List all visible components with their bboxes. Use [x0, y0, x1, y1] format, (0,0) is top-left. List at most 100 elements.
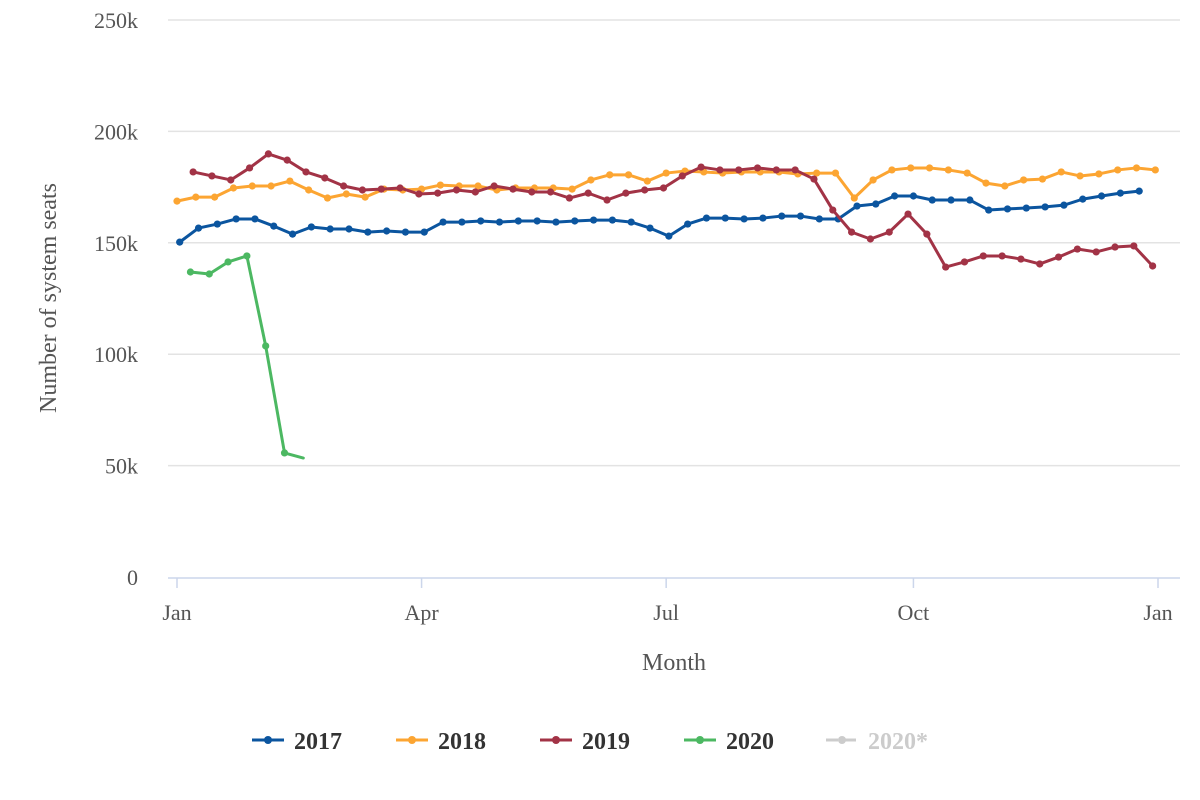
legend-symbol-marker — [264, 736, 272, 744]
data-point — [1149, 262, 1157, 270]
data-point — [966, 196, 974, 204]
data-point — [552, 218, 560, 226]
data-point — [323, 194, 332, 202]
data-point — [998, 252, 1006, 260]
legend-item-2018[interactable]: 2018 — [396, 729, 486, 755]
data-point — [985, 206, 993, 214]
data-point — [584, 189, 592, 197]
data-point — [176, 238, 184, 246]
data-point — [305, 186, 313, 194]
legend-symbol-marker — [696, 736, 704, 744]
data-point — [1111, 243, 1119, 251]
data-point — [1017, 255, 1025, 263]
data-point — [514, 217, 522, 225]
data-point — [643, 177, 651, 185]
data-point — [383, 227, 391, 235]
data-point — [716, 166, 724, 174]
y-tick-label: 50k — [105, 454, 138, 479]
data-point — [960, 258, 969, 266]
data-point — [622, 189, 630, 197]
series-lines — [173, 150, 1159, 460]
data-point — [495, 218, 504, 226]
y-axis-ticks: 0 50k 100k 150k 200k 250k — [94, 8, 138, 590]
data-point — [665, 232, 673, 240]
data-point — [888, 166, 896, 174]
legend-label: 2019 — [582, 729, 630, 755]
legend-item-2020*[interactable]: 2020* — [826, 729, 928, 755]
data-point — [684, 220, 692, 228]
data-point — [891, 192, 899, 200]
data-point — [1020, 176, 1028, 184]
data-point — [245, 164, 254, 172]
data-point — [205, 270, 213, 278]
gridlines — [168, 19, 1180, 467]
y-tick-label: 0 — [127, 565, 138, 590]
data-point — [251, 215, 259, 223]
data-point — [211, 193, 219, 201]
data-point — [340, 182, 348, 190]
data-point — [697, 163, 705, 171]
x-tick-label: Jan — [162, 600, 191, 625]
data-point — [759, 214, 767, 222]
data-point — [589, 216, 598, 224]
data-point — [778, 212, 786, 220]
data-point — [1038, 175, 1047, 183]
series-2017 — [176, 187, 1143, 246]
data-point — [608, 216, 617, 224]
data-point — [533, 217, 541, 225]
data-point — [721, 214, 729, 222]
legend-symbol-marker — [408, 736, 416, 744]
data-point — [208, 172, 216, 180]
legend-item-2019[interactable]: 2019 — [540, 729, 630, 755]
data-point — [1116, 189, 1124, 197]
data-point — [853, 202, 861, 210]
data-point — [194, 224, 203, 232]
data-point — [813, 169, 821, 177]
data-point — [571, 217, 579, 225]
y-tick-label: 100k — [94, 342, 138, 367]
legend-item-2020[interactable]: 2020 — [684, 729, 774, 755]
data-point — [415, 190, 423, 198]
data-point — [243, 252, 251, 260]
legend-label: 2020* — [868, 729, 928, 755]
data-point — [848, 228, 856, 236]
data-point — [796, 212, 805, 220]
data-point — [224, 258, 232, 266]
legend-symbol-marker — [838, 736, 846, 744]
data-point — [396, 184, 404, 192]
data-point — [1151, 166, 1159, 174]
data-point — [1130, 242, 1138, 250]
data-point — [678, 172, 686, 180]
data-point — [850, 194, 858, 202]
data-point — [436, 181, 444, 189]
data-point — [925, 164, 934, 172]
data-point — [907, 164, 915, 172]
data-point — [358, 186, 367, 194]
data-point — [546, 188, 555, 196]
data-point — [213, 220, 221, 228]
data-point — [1097, 192, 1106, 200]
data-point — [982, 179, 990, 187]
data-point — [909, 192, 918, 200]
data-point — [1036, 260, 1044, 268]
data-point — [452, 186, 461, 194]
data-point — [186, 268, 195, 276]
x-tick-label: Oct — [898, 600, 930, 625]
data-point — [904, 210, 912, 218]
data-point — [232, 215, 240, 223]
data-point — [471, 188, 479, 196]
data-point — [420, 228, 428, 236]
series-2019 — [189, 150, 1157, 271]
data-point — [192, 193, 200, 201]
x-tick-label: Apr — [404, 600, 439, 625]
data-point — [603, 196, 611, 204]
data-point — [1114, 166, 1122, 174]
data-point — [1003, 205, 1012, 213]
data-point — [866, 235, 875, 243]
data-point — [364, 228, 372, 236]
data-point — [1095, 170, 1103, 178]
legend-item-2017[interactable]: 2017 — [252, 729, 342, 755]
data-point — [702, 214, 711, 222]
data-point — [646, 224, 654, 232]
